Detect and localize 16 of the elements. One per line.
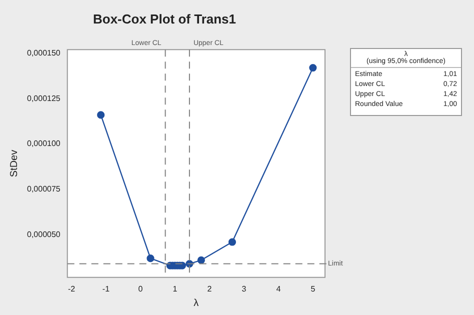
x-tick-label: 0 (138, 284, 144, 294)
x-tick-label: 1 (172, 284, 178, 294)
y-tick-label: 0,000150 (26, 48, 61, 58)
y-axis-title: StDev (8, 150, 20, 178)
y-tick-label: 0,000125 (26, 94, 61, 103)
x-tick-label: 2 (207, 284, 212, 294)
y-tick-label: 0,000100 (26, 139, 61, 148)
y-tick-label: 0,000075 (26, 184, 61, 194)
x-tick-label: 5 (310, 284, 316, 294)
x-tick-label: 4 (276, 284, 282, 294)
y-tick-label: 0,000050 (26, 230, 61, 239)
x-axis-title: λ (194, 298, 199, 309)
x-tick-label: -1 (102, 284, 110, 294)
chart-title: Box-Cox Plot of Trans1 (92, 11, 236, 26)
x-tick-label: -2 (68, 284, 76, 294)
x-tick-label: 3 (242, 284, 247, 294)
